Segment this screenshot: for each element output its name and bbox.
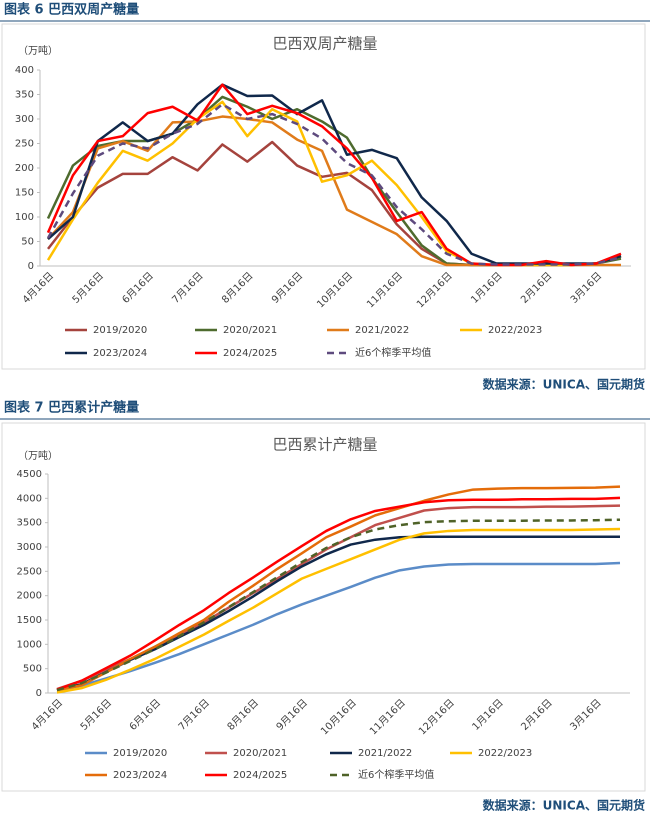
x-tick-label: 6月16日 bbox=[127, 697, 163, 733]
x-tick-label: 3月16日 bbox=[568, 697, 604, 733]
legend-label: 2023/2024 bbox=[113, 770, 167, 781]
legend-label: 2024/2025 bbox=[223, 348, 277, 359]
legend-label: 2022/2023 bbox=[488, 325, 542, 336]
y-tick-label: 0 bbox=[28, 261, 34, 272]
y-tick-label: 4000 bbox=[17, 493, 42, 504]
series-line bbox=[56, 518, 621, 692]
source: 数据来源：UNICA、国元期货 bbox=[483, 377, 645, 392]
x-tick-label: 2月16日 bbox=[519, 697, 555, 733]
legend-label: 2022/2023 bbox=[478, 748, 532, 759]
y-tick-label: 350 bbox=[15, 90, 34, 101]
x-tick-label: 7月16日 bbox=[176, 697, 212, 733]
caption: 图表 7 巴西累计产糖量 bbox=[4, 400, 139, 416]
legend-label: 2021/2022 bbox=[358, 748, 412, 759]
x-tick-label: 5月16日 bbox=[78, 697, 114, 733]
x-tick-label: 1月16日 bbox=[469, 270, 505, 306]
series-line bbox=[56, 496, 621, 691]
chart-title: 巴西累计产糖量 bbox=[272, 436, 377, 454]
y-tick-label: 0 bbox=[36, 688, 42, 699]
y-tick-label: 3500 bbox=[17, 518, 42, 529]
chart-frame bbox=[1, 422, 646, 792]
x-tick-label: 9月16日 bbox=[269, 270, 305, 306]
chart-frame bbox=[1, 23, 646, 370]
x-tick-label: 11月16日 bbox=[364, 270, 405, 311]
x-tick-label: 12月16日 bbox=[416, 697, 457, 738]
y-tick-label: 150 bbox=[15, 188, 34, 199]
x-tick-label: 4月16日 bbox=[20, 270, 56, 306]
series-line bbox=[46, 103, 622, 266]
y-tick-label: 1500 bbox=[17, 615, 42, 626]
source: 数据来源：UNICA、国元期货 bbox=[483, 798, 645, 813]
x-tick-label: 6月16日 bbox=[120, 270, 156, 306]
y-tick-label: 100 bbox=[15, 212, 34, 223]
x-tick-label: 9月16日 bbox=[274, 697, 310, 733]
legend-label: 2020/2021 bbox=[223, 325, 277, 336]
x-tick-label: 4月16日 bbox=[29, 697, 65, 733]
caption: 图表 6 巴西双周产糖量 bbox=[4, 2, 139, 18]
legend-label: 2019/2020 bbox=[93, 325, 147, 336]
y-tick-label: 400 bbox=[15, 65, 34, 76]
legend-label: 2024/2025 bbox=[233, 770, 287, 781]
x-tick-label: 2月16日 bbox=[518, 270, 554, 306]
series-line bbox=[56, 485, 621, 692]
y-tick-label: 2500 bbox=[17, 566, 42, 577]
x-tick-label: 8月16日 bbox=[225, 697, 261, 733]
y-tick-label: 1000 bbox=[17, 639, 42, 650]
y-tick-label: 50 bbox=[21, 237, 34, 248]
y-tick-label: 250 bbox=[15, 139, 34, 150]
x-tick-label: 10月16日 bbox=[315, 270, 356, 311]
chart-title: 巴西双周产糖量 bbox=[272, 35, 377, 53]
y-axis-label: （万吨） bbox=[18, 449, 58, 462]
x-tick-label: 10月16日 bbox=[318, 697, 359, 738]
y-tick-label: 2000 bbox=[17, 591, 42, 602]
y-axis-label: （万吨） bbox=[18, 44, 58, 57]
series-line bbox=[47, 140, 622, 267]
x-tick-label: 8月16日 bbox=[219, 270, 255, 306]
x-tick-label: 12月16日 bbox=[414, 270, 455, 311]
x-tick-label: 7月16日 bbox=[170, 270, 206, 306]
legend-label: 2019/2020 bbox=[113, 748, 167, 759]
legend-label: 2021/2022 bbox=[355, 325, 409, 336]
series-line bbox=[46, 83, 622, 267]
y-tick-label: 3000 bbox=[17, 542, 42, 553]
y-tick-label: 500 bbox=[23, 664, 42, 675]
y-tick-label: 200 bbox=[15, 163, 34, 174]
legend-label: 2023/2024 bbox=[93, 348, 147, 359]
x-tick-label: 11月16日 bbox=[367, 697, 408, 738]
series-line bbox=[56, 561, 621, 692]
legend-label: 近6个榨季平均值 bbox=[355, 346, 431, 359]
series-line bbox=[56, 527, 621, 694]
y-tick-label: 4500 bbox=[17, 469, 42, 480]
legend-label: 近6个榨季平均值 bbox=[358, 768, 434, 781]
x-tick-label: 3月16日 bbox=[568, 270, 604, 306]
x-tick-label: 5月16日 bbox=[70, 270, 106, 306]
x-tick-label: 1月16日 bbox=[470, 697, 506, 733]
legend-label: 2020/2021 bbox=[233, 748, 287, 759]
y-tick-label: 300 bbox=[15, 114, 34, 125]
